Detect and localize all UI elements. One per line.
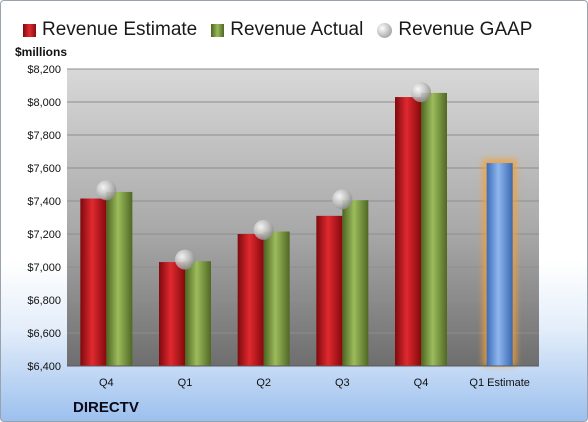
bar-revenue-estimate (159, 262, 185, 366)
bar-revenue-estimate (237, 234, 264, 366)
legend-label-revenue-estimate: Revenue Estimate (42, 19, 198, 40)
legend-item-revenue-gaap: Revenue GAAP (377, 19, 532, 41)
marker-revenue-gaap (96, 180, 117, 201)
bar-revenue-actual (421, 92, 447, 367)
y-axis-unit-label: $millions (15, 45, 68, 59)
y-tick-label: $7,600 (27, 163, 61, 175)
company-name: DIRECTV (73, 399, 139, 416)
x-tick-label: Q4 (414, 377, 429, 389)
bar-revenue-actual (342, 200, 369, 366)
bar-revenue-estimate (316, 215, 343, 366)
x-tick-label: Q1 (178, 377, 193, 389)
plot-area (67, 69, 539, 366)
chart-legend: Revenue Estimate Revenue Actual Revenue … (23, 17, 532, 43)
bar-revenue-estimate (80, 198, 107, 366)
y-tick-label: $6,800 (27, 295, 61, 307)
legend-swatch-revenue-gaap (377, 22, 393, 38)
y-tick-label: $7,800 (27, 130, 61, 142)
legend-item-revenue-estimate: Revenue Estimate (23, 19, 197, 41)
bar-revenue-estimate-forecast (486, 163, 513, 366)
x-tick-label: Q1 Estimate (469, 377, 530, 389)
legend-swatch-revenue-actual (211, 23, 225, 37)
y-tick-label: $6,600 (27, 328, 61, 340)
y-tick-label: $8,200 (27, 64, 61, 76)
marker-revenue-gaap (332, 189, 353, 210)
x-tick-label: Q3 (335, 377, 350, 389)
bar-revenue-actual (263, 231, 290, 366)
legend-item-revenue-actual: Revenue Actual (211, 19, 363, 41)
y-tick-label: $7,000 (27, 262, 61, 274)
marker-revenue-gaap (411, 82, 431, 103)
y-tick-label: $6,400 (27, 361, 61, 373)
legend-label-revenue-actual: Revenue Actual (230, 19, 364, 40)
bar-revenue-actual (185, 261, 211, 366)
y-tick-label: $7,400 (27, 196, 61, 208)
x-tick-label: Q4 (99, 377, 114, 389)
bar-revenue-estimate (395, 97, 421, 367)
y-tick-label: $7,200 (27, 229, 61, 241)
marker-revenue-gaap (175, 249, 195, 270)
bar-revenue-actual (106, 191, 133, 366)
marker-revenue-gaap (253, 219, 274, 240)
legend-label-revenue-gaap: Revenue GAAP (398, 19, 533, 40)
x-tick-label: Q2 (256, 377, 271, 389)
legend-swatch-revenue-estimate (23, 23, 36, 37)
y-tick-label: $8,000 (27, 97, 61, 109)
